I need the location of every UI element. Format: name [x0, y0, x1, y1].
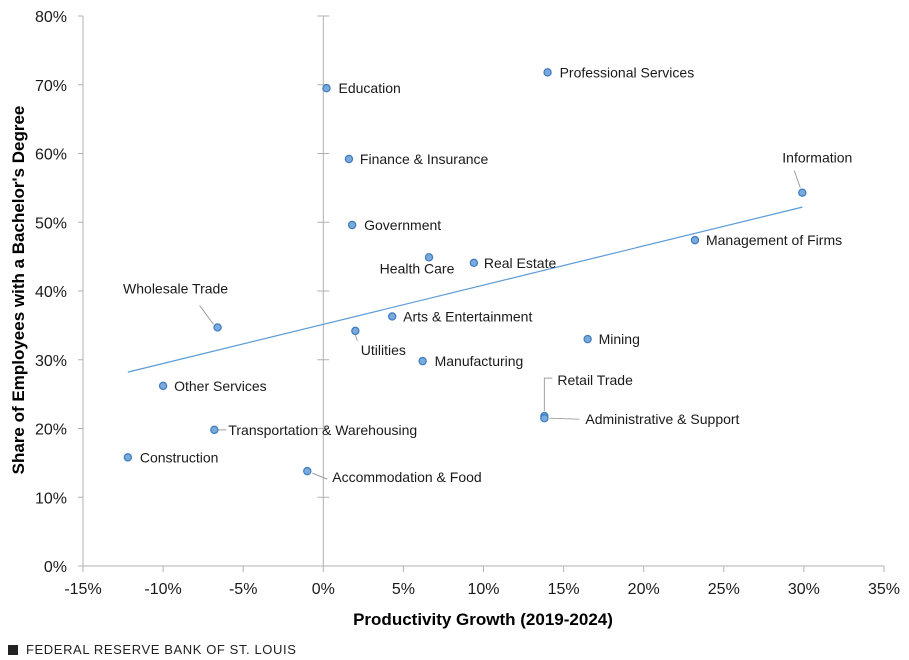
- point-label: Real Estate: [484, 255, 557, 271]
- data-point: [322, 83, 331, 93]
- data-point: [690, 235, 700, 245]
- y-tick-label: 40%: [35, 284, 67, 301]
- point-label: Education: [339, 80, 401, 96]
- axes: -15% -10% -5% 0% 5% 10% 15% 20% 25% 30% 35% 0% 10% 20…: [35, 9, 900, 598]
- data-point: [123, 453, 133, 462]
- data-point: [344, 154, 354, 164]
- leader-lines: [199, 170, 801, 480]
- y-tick-label: 30%: [35, 353, 67, 370]
- data-point: [387, 312, 397, 321]
- data-point: [469, 258, 479, 268]
- point-label: Health Care: [380, 260, 455, 276]
- x-tick-label: 25%: [708, 581, 740, 598]
- point-label: Retail Trade: [557, 372, 633, 388]
- point-label: Manufacturing: [435, 353, 524, 369]
- y-tick-label: 50%: [35, 215, 67, 232]
- point-label: Government: [364, 217, 441, 233]
- data-point: [424, 253, 434, 262]
- data-point: [583, 334, 592, 344]
- data-point: [543, 68, 552, 77]
- point-label: Transportation & Warehousing: [228, 422, 417, 438]
- y-tick-label: 60%: [35, 147, 67, 164]
- leader-line: [549, 417, 580, 420]
- y-tick-label: 20%: [35, 422, 67, 439]
- x-tick-label: -10%: [144, 581, 181, 598]
- leader-line: [354, 334, 358, 342]
- x-tick-label: -5%: [229, 581, 257, 598]
- y-tick-label: 0%: [44, 559, 67, 576]
- leader-line: [312, 472, 328, 480]
- leader-line: [793, 170, 801, 188]
- point-label: Information: [782, 150, 852, 166]
- data-point: [540, 413, 549, 423]
- point-labels: Professional Services Education Finance & …: [123, 64, 852, 485]
- footer-square-icon: [8, 644, 18, 655]
- x-tick-label: 30%: [788, 581, 820, 598]
- plot-area: [0, 0, 909, 640]
- point-label: Management of Firms: [706, 232, 842, 248]
- scatter-chart: -15% -10% -5% 0% 5% 10% 15% 20% 25% 30% 35% 0% 10% 20…: [0, 0, 909, 640]
- x-axis-title: Productivity Growth (2019-2024): [353, 610, 613, 629]
- trendline-group: [127, 206, 803, 373]
- point-label: Finance & Insurance: [360, 151, 489, 167]
- point-label: Utilities: [361, 342, 406, 358]
- footer-text: FEDERAL RESERVE BANK OF ST. LOUIS: [26, 642, 297, 657]
- point-label: Arts & Entertainment: [403, 308, 532, 324]
- y-axis-title: Share of Employees with a Bachelor's Deg…: [9, 106, 28, 475]
- point-label: Wholesale Trade: [123, 280, 228, 296]
- point-label: Professional Services: [560, 64, 695, 80]
- leader-line: [543, 377, 553, 412]
- x-tick-label: 15%: [548, 581, 580, 598]
- point-label: Administrative & Support: [585, 411, 739, 427]
- data-point: [213, 323, 222, 332]
- data-point: [303, 466, 312, 476]
- x-tick-label: 5%: [392, 581, 415, 598]
- data-point: [347, 220, 357, 230]
- y-tick-label: 70%: [35, 78, 67, 95]
- x-tick-label: 20%: [628, 581, 660, 598]
- x-tick-label: -15%: [64, 581, 101, 598]
- point-label: Construction: [140, 449, 219, 465]
- data-point: [798, 188, 807, 197]
- point-label: Accommodation & Food: [332, 469, 481, 485]
- data-point: [351, 326, 360, 336]
- data-point: [158, 381, 168, 391]
- trendline: [127, 206, 803, 373]
- data-point: [418, 356, 427, 366]
- x-tick-label: 35%: [868, 581, 900, 598]
- point-label: Mining: [599, 331, 640, 347]
- x-tick-label: 10%: [467, 581, 499, 598]
- data-point: [210, 425, 219, 435]
- x-tick-label: 0%: [312, 581, 335, 598]
- data-points: [123, 68, 807, 476]
- y-tick-label: 80%: [35, 9, 67, 26]
- y-tick-label: 10%: [35, 490, 67, 507]
- footer: FEDERAL RESERVE BANK OF ST. LOUIS: [8, 642, 296, 657]
- point-label: Other Services: [174, 378, 267, 394]
- leader-line: [199, 305, 214, 325]
